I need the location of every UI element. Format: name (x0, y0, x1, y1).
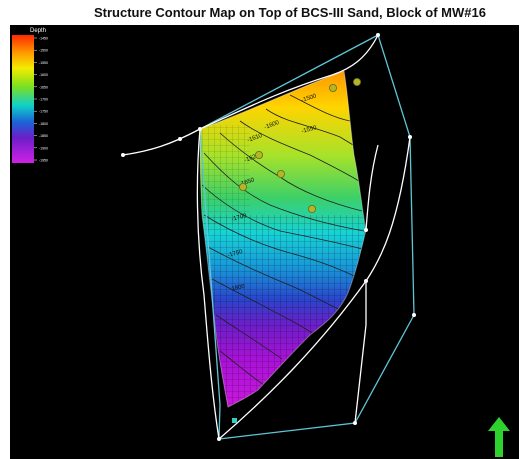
legend-tick-label: -1500 (39, 49, 48, 53)
contour-label: -1550 (301, 125, 318, 135)
boundary-node (121, 153, 125, 157)
contour-label: -1700 (231, 213, 248, 223)
north-arrow-icon (488, 417, 510, 457)
well-marker[interactable] (238, 182, 247, 191)
legend-title: Depth (30, 28, 46, 34)
boundary-nodes (121, 33, 416, 441)
survey-point[interactable] (232, 418, 237, 423)
boundary-node (364, 228, 368, 232)
legend-tick-label: -1950 (39, 159, 48, 163)
boundary-node (353, 421, 357, 425)
map-title: Structure Contour Map on Top of BCS-III … (94, 5, 486, 20)
boundary-node (198, 127, 202, 131)
legend-tick-label: -1750 (39, 110, 48, 114)
legend-tick-label: -1900 (39, 146, 48, 150)
boundary-node (364, 279, 368, 283)
boundary-node (412, 313, 416, 317)
contour-label: -1610 (247, 133, 264, 144)
fault-lines[interactable] (122, 34, 411, 440)
contour-label: -1620 (244, 153, 261, 164)
well-marker[interactable] (276, 169, 285, 178)
surface-edge (199, 70, 367, 408)
legend-tick-label: -1800 (39, 122, 48, 126)
well-marker[interactable] (328, 84, 337, 93)
structure-contour-map[interactable]: Depth -1450 -1500 -1550 -1600 -1650 -1700 -175… (10, 25, 519, 459)
map-viewport[interactable]: Depth -1450 -1500 -1550 -1600 -1650 -1700 -175… (10, 25, 519, 459)
well-marker[interactable] (307, 204, 316, 213)
contour-label: -1600 (264, 120, 281, 131)
legend-tick-labels: -1450 -1500 -1550 -1600 -1650 -1700 -1750 -1800… (34, 37, 48, 163)
well-marker[interactable] (352, 78, 361, 87)
legend-tick-label: -1550 (39, 61, 48, 65)
contour-label-group: -1500 -1550 -1600-1610 -1620 -1650 -1700 -1750… (227, 93, 318, 293)
well-marker[interactable] (254, 151, 263, 160)
boundary-node (408, 135, 412, 139)
block-boundary[interactable] (199, 34, 415, 440)
contour-label: -1800 (229, 284, 246, 293)
legend-tick-label: -1850 (39, 134, 48, 138)
boundary-node (376, 33, 380, 37)
contour-label: -1500 (301, 93, 318, 104)
legend-tick-label: -1700 (39, 98, 48, 102)
well-markers[interactable] (238, 78, 361, 213)
contour-label: -1750 (227, 249, 244, 259)
legend-tick-label: -1450 (39, 37, 48, 41)
boundary-node (178, 137, 182, 141)
boundary-node (217, 437, 221, 441)
depth-legend: Depth -1450 -1500 -1550 -1600 -1650 -1700 -175… (12, 28, 48, 163)
contour-label: -1650 (239, 177, 256, 188)
legend-tick-label: -1600 (39, 73, 48, 77)
legend-tick-label: -1650 (39, 85, 48, 89)
depth-surface: -1500 -1550 -1600-1610 -1620 -1650 -1700 -1750… (200, 71, 366, 407)
legend-color-bar (12, 35, 34, 163)
